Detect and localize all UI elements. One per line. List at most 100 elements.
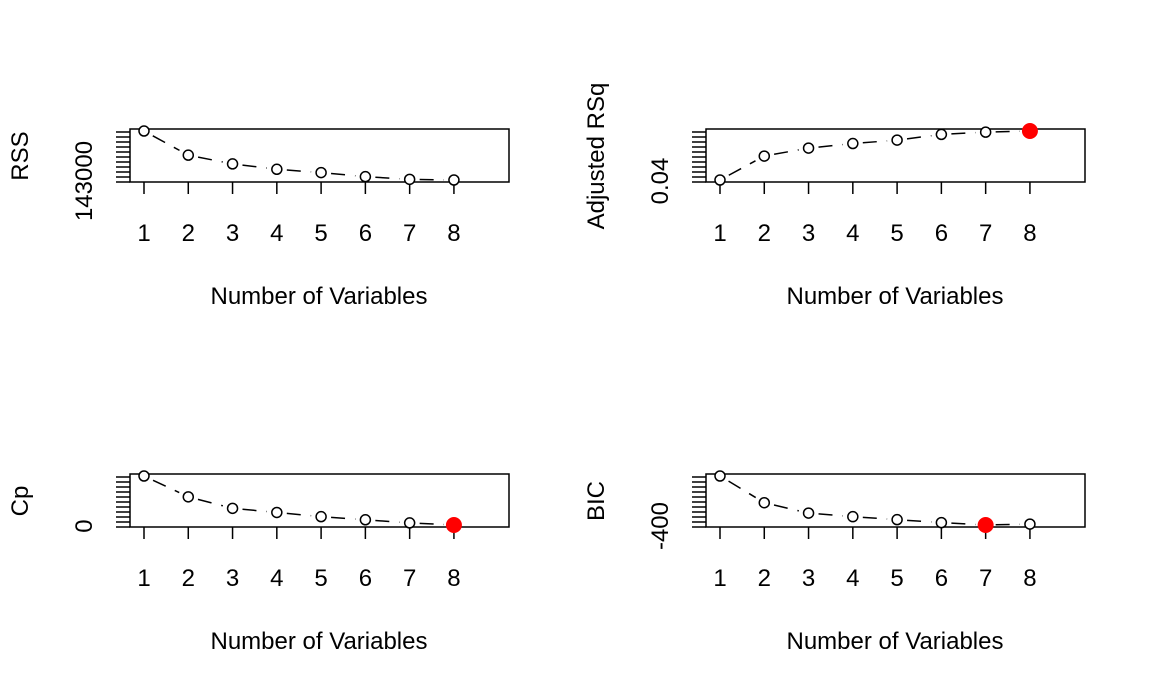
- cp-series-segment: [375, 519, 400, 523]
- adjusted-rsq-highlight-point: [1021, 123, 1038, 139]
- adjusted-rsq-plot-frame: [705, 128, 1086, 183]
- bic-plot-frame: [705, 473, 1086, 528]
- bic-x-tick-label: 2: [758, 565, 771, 592]
- rss-data-point: [403, 173, 416, 186]
- rss-data-point: [182, 149, 195, 161]
- cp-data-point: [138, 470, 150, 482]
- adjusted-rsq-series-segment: [818, 143, 843, 148]
- panel-cp-ylabel: Cp: [7, 486, 34, 517]
- cp-data-point: [359, 514, 372, 526]
- panel-rss-ylabel: RSS: [7, 131, 34, 180]
- adjusted-rsq-series-segment: [951, 131, 976, 135]
- rss-x-tick-label: 4: [270, 220, 283, 247]
- bic-series-segment: [951, 522, 976, 526]
- cp-series-segment: [286, 512, 312, 517]
- cp-series-segment: [242, 508, 267, 513]
- adjusted-rsq-x-tick-label: 1: [713, 220, 726, 247]
- rss-data-point: [359, 170, 372, 183]
- bic-data-point: [891, 513, 903, 526]
- bic-series-segment: [773, 504, 799, 512]
- rss-x-tick-label: 6: [359, 220, 372, 247]
- panel-adjusted-rsq-y-tick-label: 0.04: [647, 158, 674, 205]
- adjusted-rsq-data-point: [802, 142, 815, 154]
- bic-series-segment: [907, 519, 932, 523]
- adjusted-rsq-series-segment: [862, 140, 888, 144]
- rss-series-segment: [375, 176, 400, 180]
- adjusted-rsq-x-tick-label: 8: [1023, 220, 1036, 247]
- adjusted-rsq-x-tick-label: 3: [802, 220, 815, 247]
- bic-x-tick-label: 3: [802, 565, 815, 592]
- adjusted-rsq-x-tick-label: 6: [935, 220, 948, 247]
- rss-plot-frame: [129, 128, 510, 183]
- rss-series-segment: [330, 172, 356, 177]
- bic-data-point: [935, 516, 948, 529]
- bic-x-tick-label: 1: [713, 565, 726, 592]
- panel-rss-y-tick-label: 143000: [71, 141, 98, 221]
- rss-x-tick-label: 8: [447, 220, 460, 247]
- rss-data-point: [448, 174, 460, 186]
- cp-x-tick-label: 6: [359, 565, 372, 592]
- panel-bic: BIC -400 Number of Variables 1 2 3 4 5 6 7 8: [583, 470, 1086, 655]
- bic-highlight-point: [977, 517, 994, 533]
- adjusted-rsq-series-segment: [728, 160, 756, 176]
- bic-data-point: [847, 510, 859, 523]
- bic-data-point: [1024, 518, 1036, 530]
- cp-highlight-point: [445, 517, 462, 533]
- panel-adjusted-rsq-xlabel: Number of Variables: [787, 283, 1004, 310]
- bic-data-point: [802, 507, 815, 519]
- cp-series-segment: [419, 522, 444, 526]
- panel-cp-y-tick-label: 0: [71, 519, 98, 532]
- rss-x-tick-label: 7: [403, 220, 416, 247]
- adjusted-rsq-data-point: [758, 150, 771, 162]
- cp-x-tick-label: 4: [270, 565, 283, 592]
- bic-series-segment: [728, 480, 757, 499]
- bic-series-segment: [818, 513, 843, 517]
- cp-data-point: [403, 517, 416, 529]
- panel-bic-ylabel: BIC: [583, 481, 610, 521]
- panel-bic-y-tick-label: -400: [647, 502, 674, 550]
- adjusted-rsq-x-tick-label: 4: [846, 220, 859, 247]
- panel-adjusted-rsq: Adjusted RSq 0.04 Number of Variables 1 2…: [583, 83, 1086, 310]
- cp-x-tick-label: 3: [226, 565, 239, 592]
- cp-data-point: [315, 510, 327, 523]
- rss-x-tick-label: 2: [182, 220, 195, 247]
- panel-rss: RSS 143000 Number of Variables 1 2 3 4 5 6 7 8: [7, 125, 510, 310]
- rss-data-point: [315, 166, 327, 179]
- cp-x-tick-label: 1: [137, 565, 150, 592]
- adjusted-rsq-series-segment: [906, 134, 932, 140]
- adjusted-rsq-data-point: [847, 137, 859, 150]
- rss-series-segment: [286, 169, 312, 173]
- cp-data-point: [182, 491, 195, 503]
- bic-data-point: [758, 496, 771, 509]
- adjusted-rsq-x-tick-label: 2: [758, 220, 771, 247]
- panel-bic-xlabel: Number of Variables: [787, 628, 1004, 655]
- adjusted-rsq-series-segment: [995, 130, 1020, 133]
- cp-x-tick-label: 7: [403, 565, 416, 592]
- panel-cp: Cp 0 Number of Variables 1 2 3 4 5 6 7 8: [7, 470, 510, 655]
- rss-x-tick-label: 3: [226, 220, 239, 247]
- bic-x-tick-label: 6: [935, 565, 948, 592]
- rss-data-point: [226, 158, 239, 170]
- cp-x-tick-label: 8: [447, 565, 460, 592]
- bic-series-segment: [862, 516, 888, 520]
- rss-series-segment: [152, 135, 180, 152]
- rss-data-point: [271, 163, 283, 176]
- cp-plot-frame: [129, 473, 510, 528]
- rss-x-tick-label: 1: [137, 220, 150, 247]
- panel-rss-xlabel: Number of Variables: [211, 283, 428, 310]
- adjusted-rsq-series-segment: [773, 149, 799, 156]
- cp-x-tick-label: 2: [182, 565, 195, 592]
- cp-series-segment: [331, 516, 356, 520]
- rss-series-segment: [242, 164, 267, 169]
- panel-cp-xlabel: Number of Variables: [211, 628, 428, 655]
- bic-x-tick-label: 8: [1023, 565, 1036, 592]
- cp-series-segment: [197, 498, 224, 507]
- cp-x-tick-label: 5: [314, 565, 327, 592]
- adjusted-rsq-data-point: [891, 134, 903, 146]
- bic-x-tick-label: 5: [890, 565, 903, 592]
- rss-x-tick-label: 5: [314, 220, 327, 247]
- adjusted-rsq-data-point: [935, 128, 948, 141]
- adjusted-rsq-x-tick-label: 5: [890, 220, 903, 247]
- adjusted-rsq-data-point: [979, 126, 992, 138]
